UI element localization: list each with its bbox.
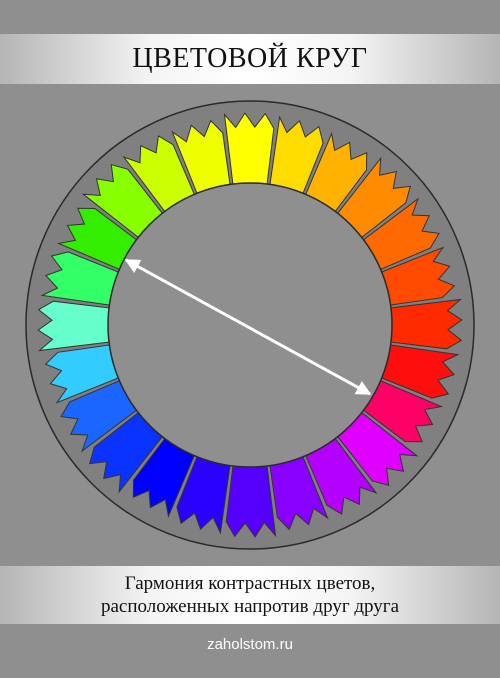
color-segment (386, 298, 463, 350)
inner-circle (107, 182, 393, 468)
color-segment (225, 461, 277, 538)
site-credit: zaholstom.ru (207, 636, 293, 653)
caption-line-1: Гармония контрастных цветов, (124, 573, 376, 594)
color-segment (37, 300, 114, 352)
contrast-arrow (124, 258, 372, 396)
title-banner: ЦВЕТОВОЙ КРУГ (0, 34, 500, 84)
page-title: ЦВЕТОВОЙ КРУГ (132, 43, 368, 74)
color-segment (223, 112, 275, 189)
caption-line-2: расположенных напротив друг друга (100, 596, 400, 617)
caption-banner: Гармония контрастных цветов, расположенн… (0, 566, 500, 624)
color-segments (37, 112, 463, 538)
